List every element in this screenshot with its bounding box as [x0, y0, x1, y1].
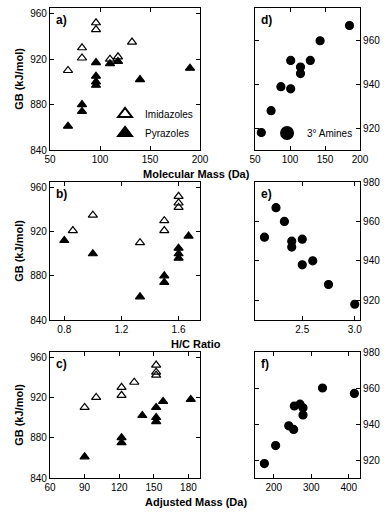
svg-text:880: 880 — [30, 99, 47, 110]
svg-text:100: 100 — [282, 154, 299, 165]
svg-text:60: 60 — [44, 482, 56, 493]
svg-text:920: 920 — [30, 392, 47, 403]
svg-text:960: 960 — [30, 352, 47, 363]
svg-text:a): a) — [56, 13, 67, 27]
svg-text:920: 920 — [30, 226, 47, 237]
svg-text:920: 920 — [363, 295, 380, 306]
svg-text:960: 960 — [363, 216, 380, 227]
svg-text:d): d) — [261, 13, 272, 27]
svg-text:980: 980 — [363, 177, 380, 188]
svg-text:H/C Ratio: H/C Ratio — [171, 338, 221, 350]
svg-text:e): e) — [261, 187, 272, 201]
svg-text:940: 940 — [363, 255, 380, 266]
svg-text:200: 200 — [352, 154, 369, 165]
svg-text:150: 150 — [142, 154, 159, 165]
svg-text:960: 960 — [30, 8, 47, 19]
svg-text:300: 300 — [303, 482, 320, 493]
svg-text:940: 940 — [363, 79, 380, 90]
svg-text:980: 980 — [363, 347, 380, 358]
svg-text:150: 150 — [317, 154, 334, 165]
svg-text:c): c) — [56, 357, 67, 371]
svg-text:920: 920 — [363, 123, 380, 134]
svg-text:GB (kJ/mol): GB (kJ/mol) — [13, 48, 25, 110]
svg-text:50: 50 — [44, 154, 56, 165]
svg-text:3.0: 3.0 — [348, 324, 362, 335]
svg-text:b): b) — [56, 187, 67, 201]
svg-text:920: 920 — [30, 54, 47, 65]
svg-text:960: 960 — [30, 182, 47, 193]
svg-text:840: 840 — [30, 145, 47, 156]
svg-text:150: 150 — [146, 482, 163, 493]
svg-text:920: 920 — [363, 455, 380, 466]
svg-text:940: 940 — [363, 419, 380, 430]
svg-text:0.8: 0.8 — [57, 324, 71, 335]
svg-text:50: 50 — [249, 154, 261, 165]
svg-text:f): f) — [261, 357, 269, 371]
svg-text:840: 840 — [30, 473, 47, 484]
svg-text:400: 400 — [340, 482, 357, 493]
svg-text:880: 880 — [30, 270, 47, 281]
svg-text:960: 960 — [363, 383, 380, 394]
svg-text:100: 100 — [92, 154, 109, 165]
svg-text:960: 960 — [363, 35, 380, 46]
svg-text:GB (kJ/mol): GB (kJ/mol) — [13, 384, 25, 446]
svg-text:200: 200 — [192, 154, 209, 165]
svg-text:GB (kJ/mol): GB (kJ/mol) — [13, 220, 25, 282]
svg-text:1.2: 1.2 — [114, 324, 128, 335]
svg-text:90: 90 — [79, 482, 91, 493]
svg-text:2.5: 2.5 — [295, 324, 309, 335]
svg-text:3° Amines: 3° Amines — [307, 128, 352, 139]
svg-text:Adjusted Mass (Da): Adjusted Mass (Da) — [145, 496, 247, 508]
svg-text:180: 180 — [180, 482, 197, 493]
svg-text:Imidazoles: Imidazoles — [145, 109, 193, 120]
svg-text:Molecular Mass (Da): Molecular Mass (Da) — [143, 168, 250, 180]
svg-text:1.6: 1.6 — [172, 324, 186, 335]
svg-text:120: 120 — [111, 482, 128, 493]
svg-text:200: 200 — [265, 482, 282, 493]
svg-text:840: 840 — [30, 315, 47, 326]
svg-text:Pyrazoles: Pyrazoles — [145, 128, 189, 139]
svg-text:880: 880 — [30, 432, 47, 443]
